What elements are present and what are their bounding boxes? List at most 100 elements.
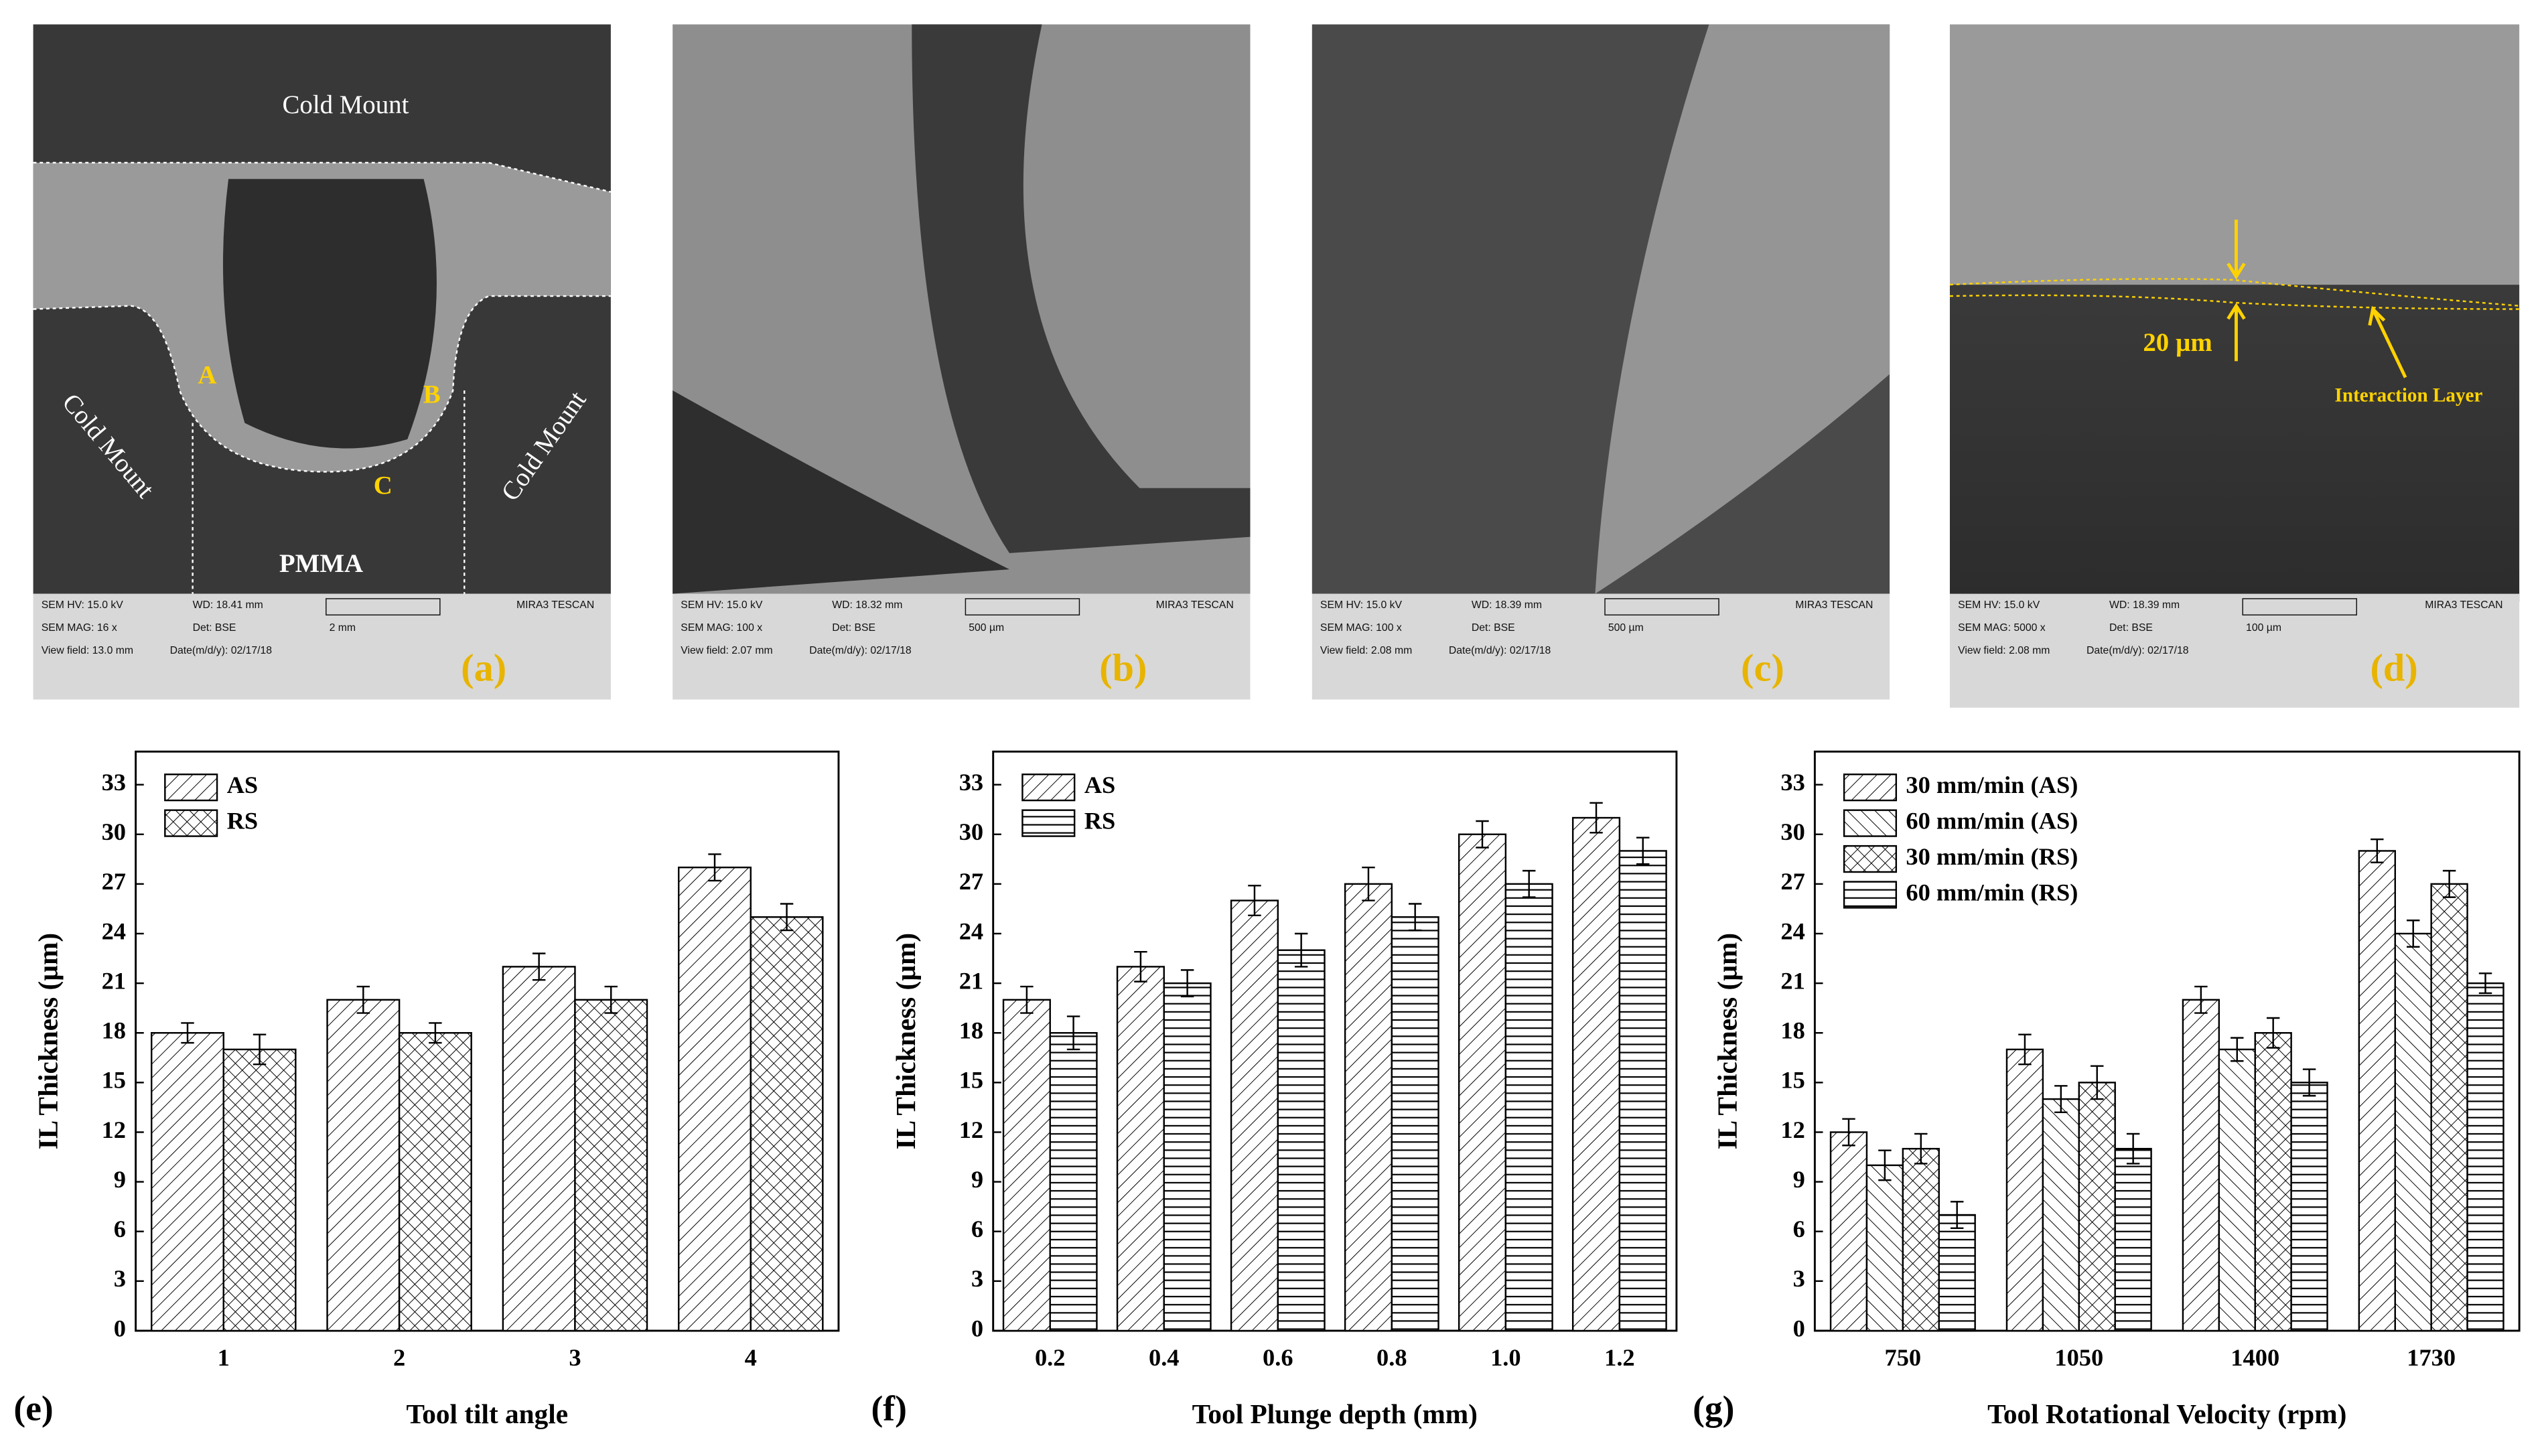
annotation: Interaction Layer bbox=[2335, 384, 2483, 406]
bar bbox=[1002, 999, 1051, 1332]
error-bar bbox=[2231, 1037, 2244, 1062]
info-text: Det: BSE bbox=[193, 622, 236, 634]
x-axis-label: Tool tilt angle bbox=[406, 1398, 568, 1429]
error-bar bbox=[708, 853, 721, 882]
bar bbox=[1344, 883, 1393, 1332]
error-bar bbox=[1180, 969, 1194, 998]
y-tick-label: 24 bbox=[959, 918, 983, 944]
legend-label: RS bbox=[1084, 807, 1116, 834]
bar bbox=[2078, 1082, 2116, 1332]
boundary bbox=[33, 161, 612, 594]
info-text: View field: 13.0 mm bbox=[42, 645, 133, 656]
bar bbox=[1902, 1147, 1940, 1332]
bar bbox=[1618, 850, 1667, 1332]
y-tick-label: 33 bbox=[1780, 769, 1805, 796]
error-bar bbox=[2054, 1085, 2068, 1114]
y-tick-label: 21 bbox=[959, 967, 983, 994]
error-bar bbox=[1636, 836, 1650, 865]
x-tick-label: 1 bbox=[218, 1344, 230, 1371]
info-text: WD: 18.39 mm bbox=[1472, 599, 1542, 611]
plot-frame bbox=[135, 750, 840, 1332]
error-bar bbox=[429, 1022, 442, 1044]
error-bar bbox=[2371, 838, 2384, 863]
info-text: Date(m/d/y): 02/17/18 bbox=[809, 645, 912, 656]
error-bar bbox=[1842, 1118, 1855, 1147]
y-tick-label: 21 bbox=[102, 967, 126, 994]
stir-zone bbox=[912, 24, 1251, 553]
annotation: PMMA bbox=[279, 549, 363, 578]
error-bar bbox=[1134, 950, 1147, 982]
info-text: MIRA3 TESCAN bbox=[516, 599, 594, 611]
bar bbox=[1230, 899, 1279, 1332]
info-text: MIRA3 TESCAN bbox=[2425, 599, 2502, 611]
info-text: SEM MAG: 100 x bbox=[1320, 622, 1402, 634]
y-tick-label: 27 bbox=[102, 868, 126, 895]
error-bar bbox=[2018, 1033, 2032, 1066]
y-tick-label: 21 bbox=[1780, 967, 1805, 994]
legend-swatch bbox=[1843, 845, 1898, 873]
info-text: SEM HV: 15.0 kV bbox=[1320, 599, 1403, 611]
error-bar bbox=[2478, 972, 2492, 995]
panel-label: (g) bbox=[1693, 1388, 1734, 1429]
bar bbox=[2182, 999, 2220, 1332]
error-bar bbox=[1950, 1201, 1964, 1229]
layer-boundary bbox=[1949, 278, 2520, 307]
y-tick-label: 12 bbox=[959, 1116, 983, 1143]
y-tick-label: 30 bbox=[102, 818, 126, 845]
info-text: Date(m/d/y): 02/17/18 bbox=[170, 645, 273, 656]
x-axis-label: Tool Plunge depth (mm) bbox=[1192, 1398, 1478, 1430]
x-tick-label: 1730 bbox=[2407, 1344, 2456, 1371]
error-bar bbox=[181, 1022, 194, 1044]
error-bar bbox=[1476, 820, 1489, 849]
annotation: Cold Mount bbox=[282, 90, 409, 119]
bar bbox=[2394, 932, 2432, 1332]
info-text: View field: 2.08 mm bbox=[1320, 645, 1412, 656]
x-tick-label: 4 bbox=[745, 1344, 757, 1371]
x-tick-label: 1.0 bbox=[1490, 1344, 1521, 1371]
scale-bar bbox=[965, 598, 1080, 615]
layer-boundary bbox=[1949, 294, 2520, 310]
panel-label: (b) bbox=[1099, 646, 1147, 690]
bar bbox=[1504, 883, 1553, 1332]
plot-frame bbox=[992, 750, 1678, 1332]
info-text: SEM HV: 15.0 kV bbox=[42, 599, 124, 611]
bar bbox=[502, 966, 576, 1332]
scale-bar bbox=[2242, 598, 2357, 615]
nugget bbox=[222, 179, 437, 449]
bar bbox=[2254, 1032, 2292, 1332]
annotation: C bbox=[374, 471, 393, 500]
x-tick-label: 1050 bbox=[2054, 1344, 2103, 1371]
info-text: Date(m/d/y): 02/17/18 bbox=[1449, 645, 1551, 656]
y-tick-label: 15 bbox=[1780, 1067, 1805, 1094]
error-bar bbox=[1408, 903, 1422, 932]
y-tick-label: 27 bbox=[959, 868, 983, 895]
bar bbox=[150, 1032, 224, 1332]
y-tick-label: 18 bbox=[959, 1017, 983, 1044]
x-axis-label: Tool Rotational Velocity (rpm) bbox=[1987, 1398, 2346, 1430]
info-text: 2 mm bbox=[330, 622, 356, 634]
bar bbox=[2358, 850, 2396, 1332]
y-tick-label: 0 bbox=[1793, 1315, 1805, 1341]
bar bbox=[222, 1048, 297, 1332]
error-bar bbox=[1914, 1133, 1928, 1165]
scale-bar bbox=[1604, 598, 1719, 615]
x-tick-label: 1400 bbox=[2231, 1344, 2279, 1371]
legend-swatch bbox=[1021, 809, 1076, 837]
legend-label: 30 mm/min (AS) bbox=[1906, 772, 2078, 798]
annotation: 20 µm bbox=[2143, 328, 2212, 357]
panel-label: (a) bbox=[461, 646, 506, 690]
y-tick-label: 9 bbox=[971, 1166, 983, 1193]
bar bbox=[2005, 1048, 2044, 1332]
bar bbox=[1049, 1032, 1098, 1332]
bar bbox=[2430, 883, 2468, 1332]
y-tick-label: 33 bbox=[959, 769, 983, 796]
error-bar bbox=[2126, 1133, 2140, 1165]
error-bar bbox=[532, 952, 546, 981]
x-tick-label: 1.2 bbox=[1604, 1344, 1635, 1371]
panel-label: (e) bbox=[13, 1388, 53, 1429]
info-text: Det: BSE bbox=[2109, 622, 2153, 634]
y-tick-label: 30 bbox=[959, 818, 983, 845]
x-tick-label: 0.2 bbox=[1035, 1344, 1066, 1371]
bar bbox=[1458, 833, 1507, 1332]
y-axis-label: IL Thickness (µm) bbox=[890, 933, 922, 1150]
